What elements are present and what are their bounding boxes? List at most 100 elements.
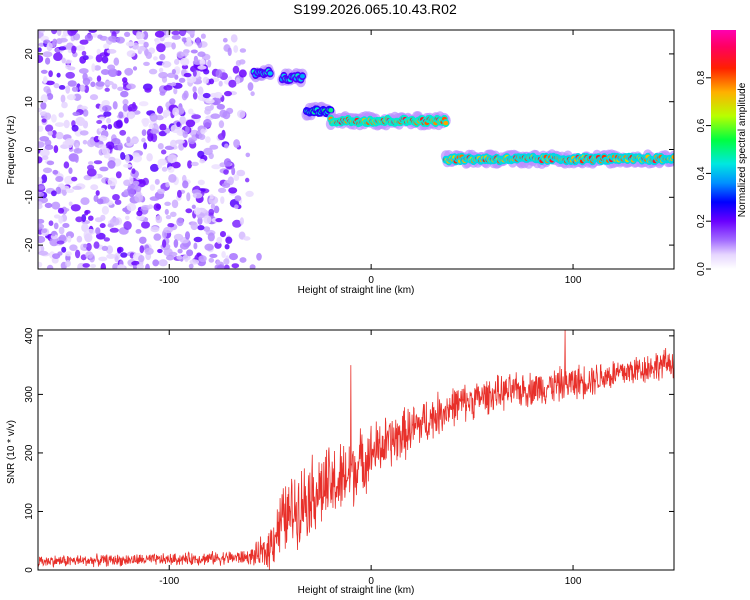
spectrogram-noise-blob bbox=[38, 141, 45, 148]
spectrogram-noise-blob bbox=[88, 161, 94, 166]
y-tick-label: -10 bbox=[24, 190, 35, 205]
spectrogram-noise-blob bbox=[42, 167, 53, 174]
spectrogram-noise-blob bbox=[126, 136, 131, 144]
spectrogram-noise-blob bbox=[176, 255, 183, 260]
spectrogram-noise-blob bbox=[174, 58, 180, 65]
spectrogram-noise-blob bbox=[122, 77, 128, 83]
spectrogram-noise-blob bbox=[208, 78, 215, 85]
spectrogram-noise-blob bbox=[196, 36, 201, 46]
spectrogram-noise-blob bbox=[188, 263, 194, 269]
spectrogram-noise-blob bbox=[68, 167, 73, 174]
spectrogram-noise-blob bbox=[222, 37, 228, 43]
spectrogram-noise-blob bbox=[47, 130, 54, 136]
spectrogram-noise-blob bbox=[104, 80, 114, 86]
spectrogram-noise-blob bbox=[58, 85, 66, 90]
spectrogram-noise-blob bbox=[88, 215, 94, 221]
spectrogram-noise-blob bbox=[220, 196, 225, 205]
spectrogram-noise-blob bbox=[165, 215, 172, 220]
spectrogram-noise-blob bbox=[67, 30, 77, 36]
spectrogram-noise-blob bbox=[203, 215, 212, 224]
y-tick-label: 100 bbox=[24, 503, 35, 520]
spectrogram-noise-blob bbox=[214, 263, 225, 269]
spectrogram-noise-blob bbox=[97, 135, 108, 142]
spectrogram-noise-blob bbox=[188, 139, 196, 145]
colorbar: 0.0 0.2 0.4 0.6 0.8 Normalized spectral ampl… bbox=[696, 30, 748, 276]
snr-frame bbox=[37, 329, 675, 571]
spectrogram-noise-blob bbox=[58, 112, 64, 118]
spectrogram-noise-blob bbox=[88, 30, 98, 33]
snr-ylabel: SNR (10 * v/v) bbox=[6, 420, 17, 484]
spectrogram-noise-blob bbox=[136, 31, 145, 40]
x-tick-label: 0 bbox=[368, 576, 374, 587]
spectrogram-ylabel: Frequency (Hz) bbox=[6, 116, 17, 185]
spectrogram-band-core bbox=[671, 154, 674, 160]
spectrogram-noise-blob bbox=[123, 163, 133, 168]
spectrogram-noise-blob bbox=[168, 174, 177, 183]
spectrogram-noise-blob bbox=[250, 91, 255, 97]
spectrogram-noise-blob bbox=[93, 241, 100, 249]
spectrogram-noise-blob bbox=[122, 99, 129, 106]
spectrogram-noise-blob bbox=[93, 65, 101, 71]
spectrogram-noise-blob bbox=[74, 154, 79, 163]
spectrogram-noise-blob bbox=[192, 192, 203, 199]
spectrogram-noise-blob bbox=[165, 181, 170, 188]
spectrogram-noise-blob bbox=[60, 94, 66, 103]
spectrogram-noise-blob bbox=[227, 47, 232, 56]
spectrogram-noise-blob bbox=[128, 188, 136, 198]
spectrogram-noise-blob bbox=[71, 45, 77, 54]
colorbar-ticks: 0.0 0.2 0.4 0.6 0.8 bbox=[696, 70, 711, 276]
spectrogram-noise-blob bbox=[80, 105, 88, 111]
spectrogram-noise-blob bbox=[51, 30, 58, 35]
spectrogram-noise-blob bbox=[46, 42, 53, 51]
spectrogram-noise-blob bbox=[72, 111, 80, 116]
spectrogram-noise-blob bbox=[159, 123, 167, 131]
spectrogram-noise-blob bbox=[141, 117, 150, 125]
spectrogram-noise-blob bbox=[51, 257, 59, 264]
spectrogram-noise-blob bbox=[171, 42, 176, 50]
spectrogram-noise-blob bbox=[83, 55, 89, 61]
spectrogram-noise-blob bbox=[161, 149, 167, 155]
spectrogram-noise-blob bbox=[139, 245, 145, 254]
spectrogram-noise-blob bbox=[124, 117, 129, 124]
spectrogram-noise-blob bbox=[216, 103, 225, 110]
spectrogram-noise-blob bbox=[61, 246, 67, 253]
spectrogram-noise-blob bbox=[117, 246, 124, 253]
spectrogram-frame bbox=[37, 29, 675, 270]
spectrogram-noise-blob bbox=[179, 30, 187, 37]
spectrogram-noise-blob bbox=[68, 201, 73, 207]
spectrogram-noise-blob bbox=[107, 124, 113, 130]
spectrogram-noise-blob bbox=[204, 105, 214, 112]
spectrogram-noise-blob bbox=[232, 65, 240, 74]
spectrogram-noise-blob bbox=[38, 55, 44, 63]
spectrogram-noise-blob bbox=[101, 56, 109, 64]
spectrogram-noise-blob bbox=[46, 160, 55, 166]
spectrogram-noise-blob bbox=[204, 243, 214, 251]
spectrogram-noise-blob bbox=[38, 250, 49, 256]
spectrogram-noise-blob bbox=[197, 179, 205, 186]
spectrogram-noise-blob bbox=[73, 148, 83, 154]
spectrogram-noise-blob bbox=[182, 254, 191, 261]
y-tick-label: 200 bbox=[24, 444, 35, 461]
spectrogram-noise-blob bbox=[197, 86, 204, 96]
spectrogram-noise-blob bbox=[38, 107, 43, 113]
spectrogram-noise-blob bbox=[152, 259, 160, 267]
spectrogram-noise-blob bbox=[53, 83, 60, 89]
spectrogram-noise-blob bbox=[187, 30, 196, 35]
spectrogram-noise-blob bbox=[139, 236, 147, 244]
spectrogram-noise-blob bbox=[106, 253, 116, 259]
spectrogram-xlabel: Height of straight line (km) bbox=[298, 285, 415, 296]
spectrogram-noise-blob bbox=[70, 204, 81, 212]
spectrogram-noise-blob bbox=[80, 197, 90, 206]
spectrogram-noise-blob bbox=[53, 145, 59, 154]
spectrogram-noise-blob bbox=[176, 217, 184, 227]
spectrogram-noise-blob bbox=[216, 260, 221, 266]
spectrogram-noise-blob bbox=[80, 254, 87, 261]
spectrogram-noise-blob bbox=[124, 67, 134, 76]
spectrogram-noise-blob bbox=[218, 120, 225, 129]
spectrogram-noise-blob bbox=[143, 41, 149, 48]
spectrogram-noise-blob bbox=[115, 171, 122, 179]
spectrogram-noise-blob bbox=[38, 245, 41, 253]
spectrogram-noise-blob bbox=[38, 235, 46, 244]
spectrogram-noise-blob bbox=[158, 67, 164, 73]
spectrogram-noise-blob bbox=[215, 69, 223, 78]
